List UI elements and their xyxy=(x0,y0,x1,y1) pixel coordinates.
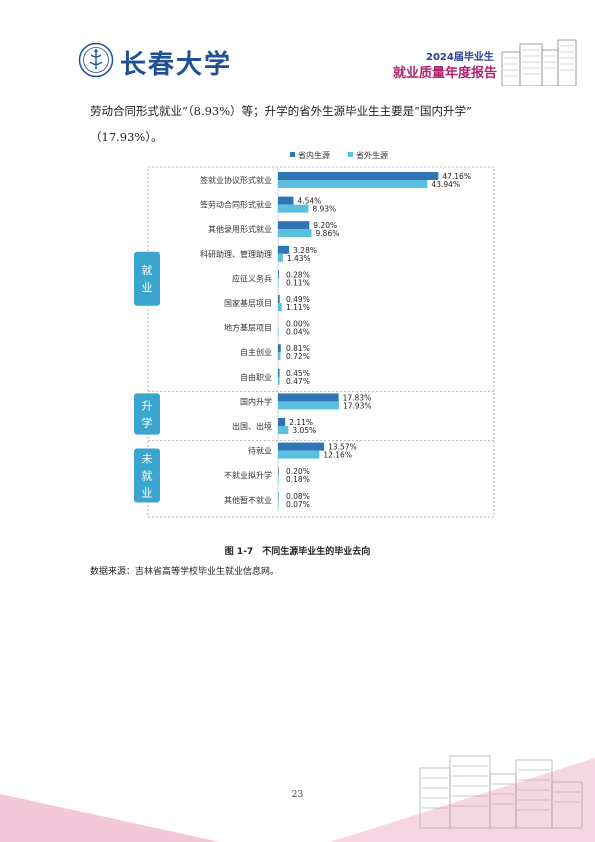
group-label-char: 未 xyxy=(142,453,153,466)
bar-series1 xyxy=(278,368,280,377)
data-label-series2: 3.05% xyxy=(292,426,316,435)
report-title: 就业质量年度报告 xyxy=(393,66,498,81)
data-label-series2: 0.72% xyxy=(286,352,310,361)
bar-series1 xyxy=(278,270,279,279)
data-label-series1: 0.81% xyxy=(286,344,310,353)
category-label: 国家基层项目 xyxy=(224,298,272,308)
university-emblem-icon xyxy=(78,42,114,78)
data-label-series2: 1.11% xyxy=(286,303,310,312)
data-label-series1: 9.20% xyxy=(313,221,337,230)
bar-series1 xyxy=(278,344,281,353)
bar-series1 xyxy=(278,467,279,476)
bar-series1 xyxy=(278,221,310,230)
category-label: 自主创业 xyxy=(240,347,272,357)
bar-series1 xyxy=(278,172,439,180)
data-label-series2: 0.04% xyxy=(286,328,310,337)
bar-series2 xyxy=(278,450,320,459)
data-label-series1: 0.49% xyxy=(286,295,310,304)
data-label-series2: 0.47% xyxy=(286,377,310,386)
legend-label: 省外生源 xyxy=(356,150,388,160)
group-label-char: 升 xyxy=(142,400,153,413)
legend-swatch xyxy=(348,152,353,157)
destination-bar-chart: 省内生源 省外生源就业升学未就业签就业协议形式就业 47.16% 43.94% 签劳动合… xyxy=(132,140,498,520)
category-label: 出国、出境 xyxy=(232,421,272,431)
bar-series2 xyxy=(278,426,289,434)
data-label-series2: 17.93% xyxy=(343,401,372,410)
category-label: 应征义务兵 xyxy=(232,273,272,283)
group-label-box xyxy=(134,251,160,306)
bar-series2 xyxy=(278,376,280,385)
bar-series2 xyxy=(278,253,283,262)
bar-series2 xyxy=(278,499,279,508)
data-label-series1: 17.83% xyxy=(343,393,372,402)
bar-series2 xyxy=(278,401,339,410)
bar-series2 xyxy=(278,327,279,336)
bar-series1 xyxy=(278,245,290,254)
plot-frame xyxy=(147,166,495,518)
data-label-series1: 47.16% xyxy=(442,172,471,181)
paragraph-line-1: 劳动合同形式就业”（8.93%）等；升学的省外生源毕业生主要是“国内升学” xyxy=(90,104,472,118)
data-label-series1: 0.08% xyxy=(286,492,310,501)
data-label-series2: 0.18% xyxy=(286,475,310,484)
bar-series1 xyxy=(278,442,325,451)
bar-series2 xyxy=(278,475,279,484)
category-label: 科研助理、管理助理 xyxy=(200,249,272,259)
data-label-series1: 4.54% xyxy=(297,197,321,206)
page-header: 长春大学 2024届毕业生 就业质量年度报告 xyxy=(0,0,595,100)
data-label-series1: 2.11% xyxy=(289,418,313,427)
report-year: 2024届毕业生 xyxy=(426,52,494,63)
bar-series1 xyxy=(278,196,294,205)
group-label-char: 就 xyxy=(142,263,153,277)
legend-label: 省内生源 xyxy=(298,150,330,160)
data-label-series1: 13.57% xyxy=(328,443,357,452)
footer-decoration xyxy=(0,755,595,842)
bar-series2 xyxy=(278,229,312,238)
campus-buildings-illustration xyxy=(501,39,577,86)
bar-series2 xyxy=(278,204,309,213)
data-label-series2: 9.86% xyxy=(316,229,340,238)
bar-series2 xyxy=(278,180,428,188)
bar-series2 xyxy=(278,352,281,361)
group-label-char: 业 xyxy=(142,487,153,500)
data-label-series2: 1.43% xyxy=(287,254,311,263)
group-label-char: 业 xyxy=(142,281,153,294)
group-label-char: 学 xyxy=(142,416,153,430)
data-label-series2: 0.07% xyxy=(286,500,310,509)
bar-series1 xyxy=(278,393,339,402)
data-label-series1: 0.45% xyxy=(286,369,310,378)
figure-caption: 图 1-7 不同生源毕业生的毕业去向 xyxy=(224,547,371,557)
category-label: 其他录用形式就业 xyxy=(208,224,272,234)
university-logo-text: 长春大学 xyxy=(120,50,233,80)
data-label-series1: 3.28% xyxy=(293,246,317,255)
page-number: 23 xyxy=(291,790,304,800)
data-label-series1: 0.00% xyxy=(286,320,310,329)
group-label-char: 就 xyxy=(142,469,153,483)
data-label-series2: 12.16% xyxy=(323,451,352,460)
category-label: 国内升学 xyxy=(240,396,272,406)
legend-swatch xyxy=(290,152,295,157)
bar-series2 xyxy=(278,278,279,287)
data-label-series2: 8.93% xyxy=(312,205,336,214)
category-label: 签就业协议形式就业 xyxy=(200,175,272,185)
data-label-series1: 0.20% xyxy=(286,467,310,476)
group-label-box xyxy=(134,448,160,503)
category-label: 签劳动合同形式就业 xyxy=(200,200,272,210)
bar-series1 xyxy=(278,418,286,426)
bar-series1 xyxy=(278,491,279,500)
data-label-series2: 43.94% xyxy=(431,180,460,189)
data-label-series1: 0.28% xyxy=(286,270,310,279)
category-label: 自由职业 xyxy=(240,372,272,382)
category-label: 其他暂不就业 xyxy=(224,495,272,505)
paragraph-line-2: （17.93%）。 xyxy=(90,130,163,144)
category-label: 不就业拟升学 xyxy=(224,470,272,480)
body-paragraph: 劳动合同形式就业”（8.93%）等；升学的省外生源毕业生主要是“国内升学” （1… xyxy=(90,98,510,150)
bar-series1 xyxy=(278,295,280,303)
bar-series2 xyxy=(278,303,282,311)
category-label: 待就业 xyxy=(248,446,272,456)
category-label: 地方基层项目 xyxy=(224,323,272,333)
data-label-series2: 0.11% xyxy=(286,278,310,287)
data-source-note: 数据来源：吉林省高等学校毕业生就业信息网。 xyxy=(90,567,280,577)
group-label-box xyxy=(134,393,160,435)
